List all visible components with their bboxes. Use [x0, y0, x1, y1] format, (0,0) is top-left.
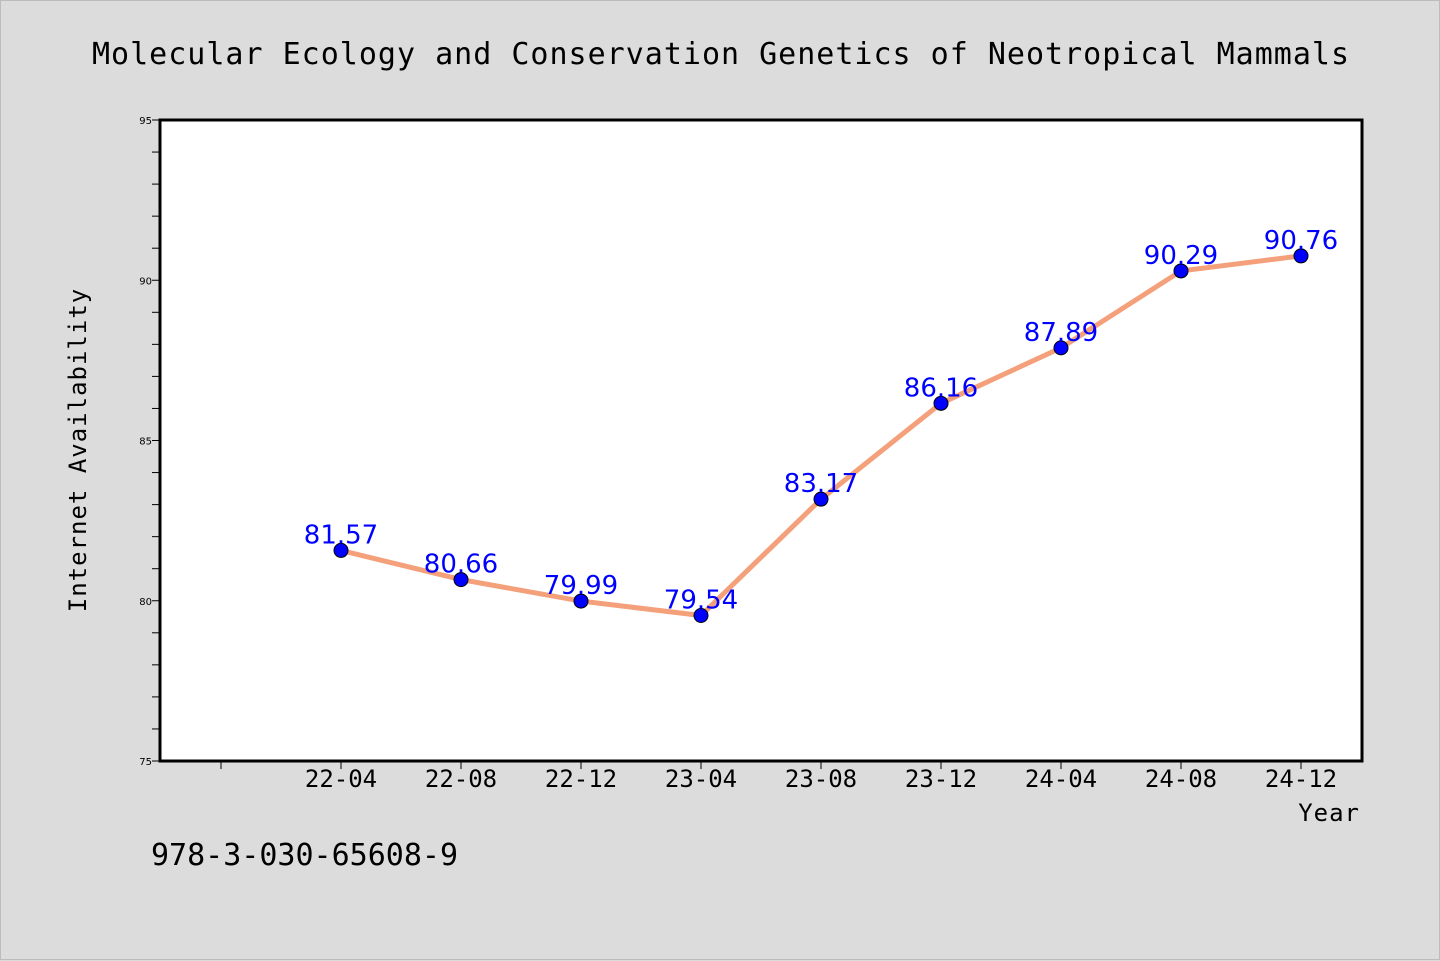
- data-label: 79.54: [664, 585, 738, 615]
- plot-area: [160, 120, 1362, 761]
- data-point: [1053, 340, 1069, 356]
- y-tick-labels: 75 80 85 90 95: [139, 116, 152, 768]
- data-point: [813, 491, 829, 507]
- data-label: 79.99: [544, 571, 618, 601]
- y-axis-label: Internet Availability: [64, 288, 92, 612]
- x-tick-labels: 22-04 22-08 22-12 23-04 23-08 23-12 24-04 24-08…: [305, 765, 1337, 793]
- y-tick-label: 90: [139, 276, 152, 287]
- data-label: 87.89: [1024, 318, 1098, 348]
- x-tick-label: 22-12: [545, 765, 617, 793]
- data-label: 80.66: [424, 550, 498, 580]
- data-label: 86.16: [904, 373, 978, 403]
- x-tick-label: 23-08: [785, 765, 857, 793]
- data-point: [333, 542, 349, 558]
- data-point: [573, 593, 589, 609]
- data-point: [1293, 248, 1309, 264]
- data-point: [693, 607, 709, 623]
- x-axis-label: Year: [1298, 799, 1360, 827]
- y-tick-label: 85: [139, 437, 152, 448]
- data-point: [453, 572, 469, 588]
- series-group: 81.57 80.66 79.99 79.54 83.17 86.16 87.89 90.29…: [304, 226, 1338, 623]
- isbn-footnote: 978-3-030-65608-9: [151, 838, 458, 873]
- chart-title: Molecular Ecology and Conservation Genet…: [92, 37, 1350, 72]
- x-tick-label: 24-12: [1265, 765, 1337, 793]
- data-label: 90.29: [1144, 241, 1218, 271]
- y-tick-label: 95: [139, 116, 152, 127]
- data-point: [933, 395, 949, 411]
- y-tick-label: 75: [139, 757, 152, 768]
- x-tick-label: 22-04: [305, 765, 377, 793]
- x-tick-label: 23-12: [905, 765, 977, 793]
- x-tick-label: 22-08: [425, 765, 497, 793]
- x-tick-label: 24-08: [1145, 765, 1217, 793]
- data-label: 83.17: [784, 469, 858, 499]
- x-tick-label: 23-04: [665, 765, 737, 793]
- plot-frame: [158, 118, 1364, 763]
- data-point: [1173, 263, 1189, 279]
- data-label: 81.57: [304, 520, 378, 550]
- y-tick-label: 80: [139, 597, 152, 608]
- data-label: 90.76: [1264, 226, 1338, 256]
- x-tick-label: 24-04: [1025, 765, 1097, 793]
